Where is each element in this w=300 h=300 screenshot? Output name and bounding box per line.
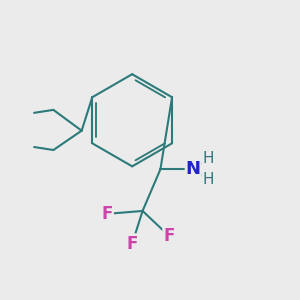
Text: H: H xyxy=(202,152,214,166)
Text: H: H xyxy=(202,172,214,187)
Text: F: F xyxy=(164,227,175,245)
Text: N: N xyxy=(186,160,201,178)
Text: F: F xyxy=(101,205,112,223)
Text: F: F xyxy=(127,235,138,253)
